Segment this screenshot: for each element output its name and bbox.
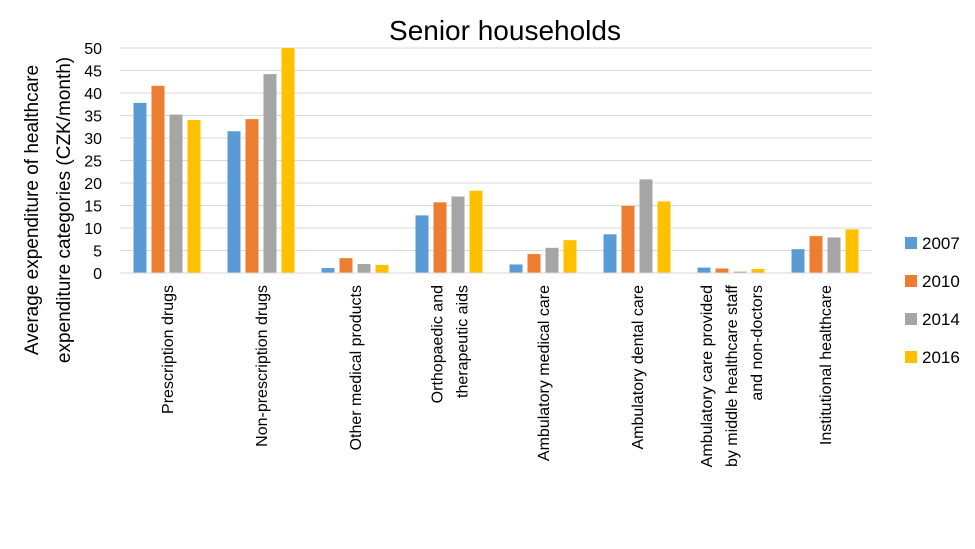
bar <box>375 264 389 273</box>
x-category-label: Ambulatory care provided <box>699 285 716 467</box>
y-tick-label: 30 <box>84 131 102 148</box>
y-tick-label: 0 <box>93 266 102 283</box>
bar <box>657 201 671 273</box>
x-category-label: and non-doctors <box>749 285 766 401</box>
bar <box>639 179 653 273</box>
chart-title: Senior households <box>389 15 621 46</box>
bar <box>339 258 353 273</box>
y-tick-label: 50 <box>84 41 102 58</box>
x-category-label: Ambulatory medical care <box>536 285 553 461</box>
bar <box>545 247 559 273</box>
bar <box>715 268 729 273</box>
bar <box>187 120 201 273</box>
legend-label: 2007 <box>922 234 960 253</box>
bar <box>527 254 541 273</box>
y-tick-label: 45 <box>84 64 102 81</box>
bar <box>281 48 295 273</box>
x-category-label: Prescription drugs <box>160 285 177 414</box>
y-tick-label: 10 <box>84 221 102 238</box>
legend-label: 2010 <box>922 272 960 291</box>
legend-swatch <box>905 275 917 287</box>
bar <box>509 264 523 273</box>
legend-label: 2016 <box>922 348 960 367</box>
x-category-label: Other medical products <box>348 285 365 450</box>
bar <box>245 119 259 273</box>
bar <box>563 240 577 273</box>
y-axis-title: Average expenditure of healthcare expendi… <box>22 57 75 363</box>
y-tick-label: 20 <box>84 176 102 193</box>
bar <box>733 271 747 273</box>
bar <box>321 268 335 273</box>
y-tick-label: 25 <box>84 154 102 171</box>
bar <box>263 74 277 273</box>
legend-label: 2014 <box>922 310 960 329</box>
bar <box>827 237 841 273</box>
bars <box>133 48 859 274</box>
bar <box>357 264 371 273</box>
bar <box>621 205 635 273</box>
bar <box>469 190 483 273</box>
bar <box>433 202 447 273</box>
y-tick-label: 35 <box>84 109 102 126</box>
y-axis-title-line: expenditure categories (CZK/month) <box>54 57 75 363</box>
bar <box>415 215 429 273</box>
bar <box>809 236 823 273</box>
y-axis-title-line: Average expenditure of healthcare <box>22 65 43 355</box>
x-axis-category-labels: Prescription drugs Non-prescription drugs… <box>160 284 835 467</box>
bar <box>603 234 617 273</box>
bar <box>751 268 765 273</box>
x-category-label: Non-prescription drugs <box>254 285 271 447</box>
bar <box>169 114 183 273</box>
x-category-label: Institutional healthcare <box>818 285 835 445</box>
x-category-label: therapeutic aids <box>455 285 472 398</box>
bar <box>451 196 465 273</box>
legend-swatch <box>905 351 917 363</box>
y-tick-label: 5 <box>93 244 102 261</box>
bar <box>133 102 147 274</box>
bar <box>791 249 805 273</box>
x-category-label: Orthopaedic and <box>430 285 447 403</box>
legend-swatch <box>905 313 917 325</box>
gridlines <box>120 47 872 251</box>
bar <box>845 229 859 273</box>
y-axis-ticks: 0 5 10 15 20 25 30 35 40 45 50 <box>84 41 102 283</box>
bar <box>697 267 711 273</box>
bar <box>151 85 165 273</box>
legend-swatch <box>905 237 917 249</box>
y-tick-label: 40 <box>84 86 102 103</box>
legend: 2007 2010 2014 2016 <box>905 234 960 367</box>
y-tick-label: 15 <box>84 199 102 216</box>
bar <box>227 131 241 273</box>
x-category-label: Ambulatory dental care <box>630 285 647 450</box>
x-category-label: by middle healthcare staff <box>724 284 741 467</box>
